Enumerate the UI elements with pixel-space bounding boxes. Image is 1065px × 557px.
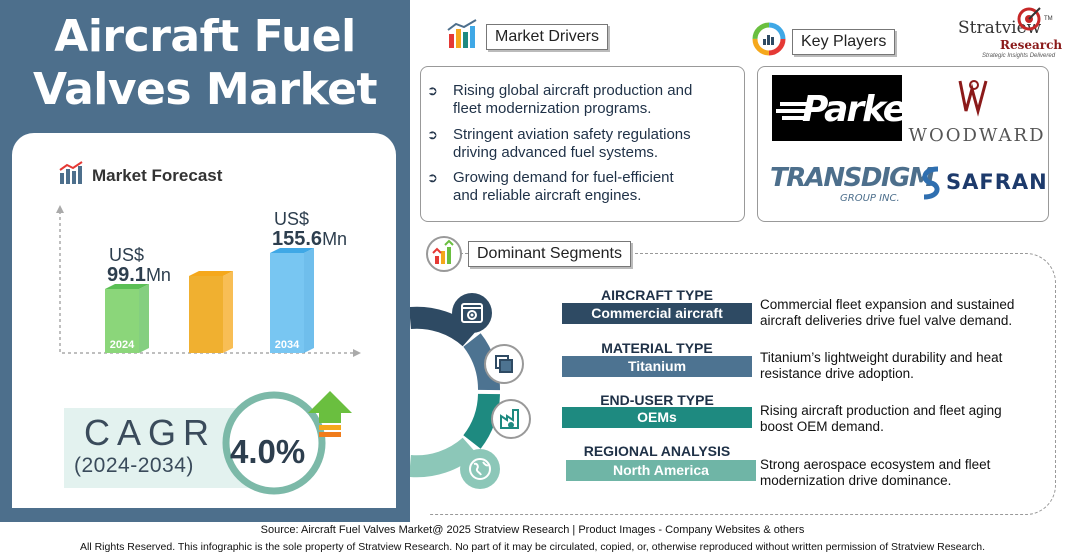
woodward-logo-text: WOODWARD: [908, 125, 1046, 146]
segment-description: Titanium’s lightweight durability and he…: [760, 350, 1003, 381]
chart-growth-icon: [446, 18, 480, 55]
driver-text: Rising global aircraft production and: [453, 82, 693, 99]
market-drivers-box: ➲ Rising global aircraft production and f…: [420, 66, 745, 222]
brand-tm: TM: [1044, 16, 1053, 22]
segment-value: North America: [566, 460, 756, 481]
driver-text: Growing demand for fuel-efficient: [453, 169, 674, 186]
segment-category: REGIONAL ANALYSIS: [583, 443, 731, 459]
parker-logo-text: Parker: [802, 89, 923, 130]
footer-rights: All Rights Reserved. This infographic is…: [80, 541, 985, 553]
segment-description: Rising aircraft production and fleet agi…: [760, 403, 1002, 434]
woodward-logo: WOODWARD: [908, 75, 1046, 146]
target-icon: [1017, 7, 1041, 31]
cagr-ring: [222, 391, 352, 495]
segment-description: Commercial fleet expansion and sustained…: [760, 297, 1015, 328]
segment-value: Commercial aircraft: [562, 303, 752, 324]
pie-chart-icon: [752, 22, 786, 61]
driver-item: ➲ Stringent aviation safety regulations d…: [427, 126, 691, 162]
brand-sub: Research: [1000, 38, 1063, 52]
bar-value-label: 99.1Mn: [107, 264, 171, 286]
globe-icon: [460, 449, 500, 489]
transdigm-logo: TRANSDIGM GROUP INC.: [770, 163, 935, 207]
bar: [270, 253, 304, 353]
axis-arrow: [56, 205, 64, 213]
bar: [105, 289, 139, 353]
gear-window-icon: [452, 293, 492, 333]
bar-side: [139, 284, 149, 353]
growth-arrows-icon: [426, 236, 462, 272]
chart-axes: [59, 211, 355, 354]
driver-text: Stringent aviation safety regulations: [453, 126, 691, 143]
forecast-heading: Market Forecast: [58, 161, 222, 190]
arrow-right-icon: ➲: [427, 127, 438, 142]
cagr-box: CAGR (2024-2034): [64, 408, 264, 488]
bar: [189, 276, 223, 353]
safran-logo-text: SAFRAN: [946, 170, 1048, 194]
bar-chart-icon: [58, 161, 84, 190]
forecast-heading-label: Market Forecast: [92, 165, 223, 185]
cagr-period: (2024-2034): [74, 454, 194, 477]
bar-currency-label: US$: [274, 209, 309, 229]
market-drivers-label: Market Drivers: [486, 23, 609, 50]
bar-top: [105, 284, 149, 289]
layers-icon: [484, 344, 524, 384]
key-players-heading: Key Players: [752, 22, 896, 61]
driver-item: ➲ Rising global aircraft production and f…: [427, 82, 692, 118]
arrow-right-icon: ➲: [427, 170, 438, 185]
bar-side: [304, 248, 314, 353]
segment-description: Strong aerospace ecosystem and fleet mode…: [760, 457, 991, 488]
title-line-1: Aircraft Fuel: [54, 11, 356, 62]
key-players-label: Key Players: [792, 28, 896, 55]
driver-text: and reliable aircraft engines.: [453, 187, 642, 204]
cagr-value: 4.0%: [230, 433, 306, 470]
bar-top: [270, 248, 314, 253]
driver-text: driving advanced fuel systems.: [453, 144, 659, 161]
bar-year-label: 2024: [110, 339, 135, 351]
cagr-label: CAGR: [84, 412, 217, 453]
factory-gear-icon: [491, 399, 531, 439]
market-drivers-heading: Market Drivers: [446, 18, 609, 55]
bar-top: [189, 271, 233, 276]
segment-value: OEMs: [562, 407, 752, 428]
brand-tagline: Strategic Insights Delivered: [982, 53, 1056, 59]
footer-source: Source: Aircraft Fuel Valves Market@ 202…: [260, 524, 805, 536]
page-title: Aircraft Fuel Valves Market: [0, 10, 410, 116]
safran-logo: SAFRAN: [918, 165, 1048, 205]
bar-year-label: 2034: [275, 339, 300, 351]
dominant-segments-heading: Dominant Segments: [426, 236, 631, 272]
driver-item: ➲ Growing demand for fuel-efficient and r…: [427, 169, 674, 205]
forecast-card: Market Forecast 2024 US$ 99.1Mn 2034 US$ 155.…: [12, 133, 396, 508]
axis-arrow: [353, 349, 361, 357]
bar-currency-label: US$: [109, 245, 144, 265]
segment-category: AIRCRAFT TYPE: [601, 287, 713, 303]
up-arrow-icon: [308, 391, 352, 423]
arrow-right-icon: ➲: [427, 83, 438, 98]
bar-value-label: 155.6Mn: [272, 228, 347, 250]
stratview-logo: Stratview TM Research Strategic Insights…: [958, 6, 1063, 59]
segment-category: MATERIAL TYPE: [601, 340, 713, 356]
segment-category: END-USER TYPE: [600, 392, 714, 408]
transdigm-logo-sub: GROUP INC.: [840, 193, 900, 204]
segments-frame: [430, 253, 1056, 515]
left-panel: Aircraft Fuel Valves Market Market Forec…: [0, 0, 410, 522]
parker-logo: Parker: [772, 75, 923, 141]
key-players-box: Parker WOODWARD TRANSDIGM GROUP INC. SAF…: [757, 66, 1049, 222]
dominant-segments-label: Dominant Segments: [468, 241, 631, 267]
bar-side: [223, 271, 233, 353]
title-line-2: Valves Market: [32, 64, 378, 115]
segment-value: Titanium: [562, 356, 752, 377]
transdigm-logo-text: TRANSDIGM: [770, 163, 935, 193]
driver-text: fleet modernization programs.: [453, 100, 652, 117]
